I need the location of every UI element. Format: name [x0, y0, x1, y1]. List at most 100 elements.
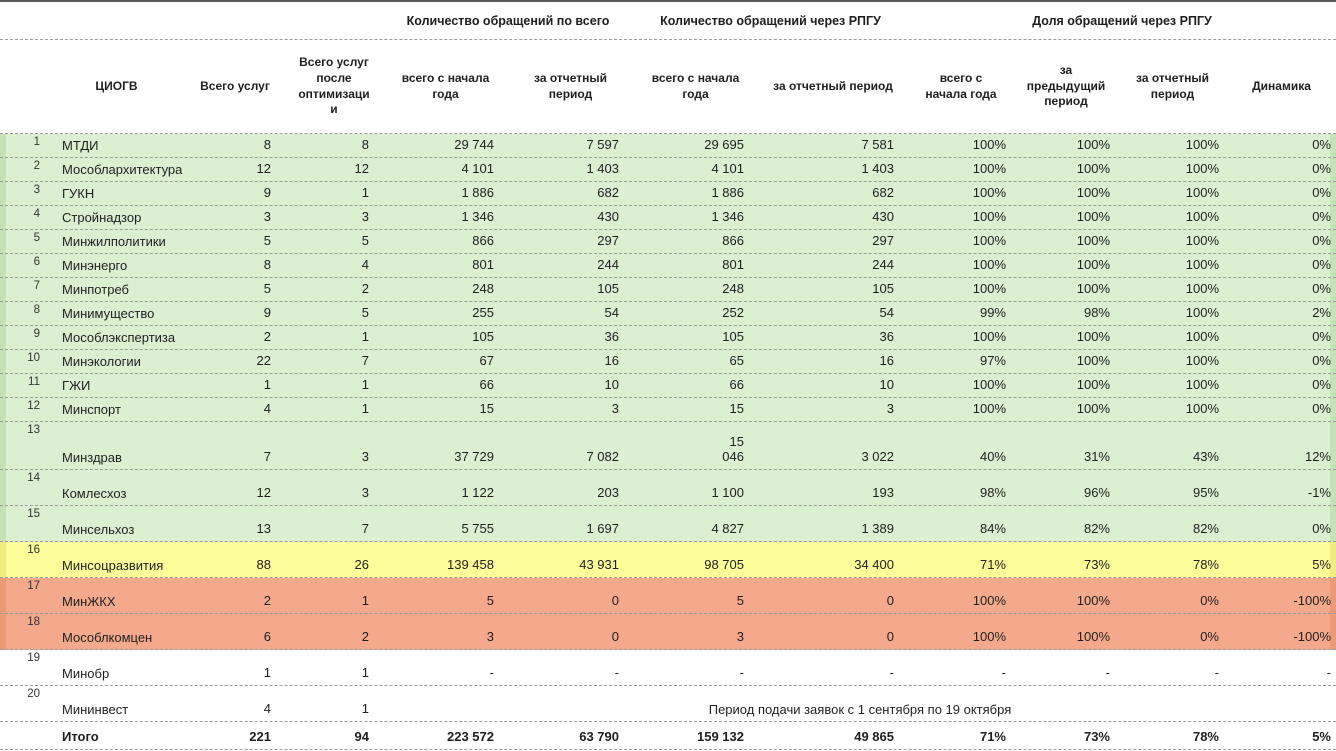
value-cell[interactable]: 105 [472, 329, 494, 345]
value-cell[interactable]: 0 [611, 629, 619, 645]
value-cell[interactable]: 13 [256, 521, 271, 537]
value-cell[interactable]: 1 [361, 401, 369, 417]
value-cell[interactable]: 430 [597, 209, 619, 225]
value-cell[interactable]: 5 [361, 233, 369, 249]
value-cell[interactable]: 3 [736, 629, 744, 645]
value-cell[interactable]: 1 403 [861, 161, 894, 177]
agency-name-cell[interactable]: Минэкологии [62, 354, 141, 369]
value-cell[interactable]: 252 [722, 305, 744, 321]
column-header-ciogv[interactable]: ЦИОГВ [95, 78, 138, 93]
row-number-cell[interactable] [0, 722, 48, 749]
value-cell[interactable]: 34 400 [854, 557, 894, 573]
value-cell[interactable]: 37 729 [454, 449, 494, 465]
value-cell[interactable]: 100% [972, 629, 1006, 645]
agency-name-cell[interactable]: МинЖКХ [62, 594, 116, 609]
value-cell[interactable]: 1 [361, 593, 369, 609]
row-number-cell[interactable]: 3 [33, 184, 40, 196]
value-cell[interactable]: 100% [1185, 137, 1219, 153]
value-cell[interactable]: - [1214, 665, 1219, 681]
value-cell[interactable]: 88 [256, 557, 271, 573]
value-cell[interactable]: 2 [361, 281, 369, 297]
value-cell[interactable]: - [1105, 665, 1110, 681]
value-cell[interactable]: 2% [1312, 305, 1331, 321]
value-cell[interactable]: 0 [886, 593, 894, 609]
value-cell[interactable]: 22 [256, 353, 271, 369]
value-cell[interactable]: 682 [597, 185, 619, 201]
value-cell[interactable] [1227, 686, 1336, 721]
value-cell[interactable]: 100% [972, 401, 1006, 417]
value-cell[interactable]: 105 [722, 329, 744, 345]
value-cell[interactable]: 6 [263, 629, 271, 645]
row-number-cell[interactable]: 1 [33, 136, 40, 148]
value-cell[interactable]: 100% [972, 257, 1006, 273]
value-cell[interactable]: 1 [263, 665, 271, 681]
value-cell[interactable]: 100% [1076, 209, 1110, 225]
value-cell[interactable]: 66 [729, 377, 744, 393]
agency-name-cell[interactable]: МТДИ [62, 138, 99, 153]
value-cell[interactable]: 31% [1083, 449, 1110, 465]
value-cell[interactable]: 1 389 [861, 521, 894, 537]
value-cell[interactable]: 29 695 [704, 137, 744, 153]
group-header-total[interactable]: Количество обращений по всего [406, 13, 610, 28]
agency-name-cell[interactable]: Минимущество [62, 306, 155, 321]
value-cell[interactable]: 7 082 [586, 449, 619, 465]
value-cell[interactable]: 1 [263, 377, 271, 393]
value-cell[interactable]: 49 865 [854, 729, 894, 745]
value-cell[interactable]: 78% [1192, 557, 1219, 573]
value-cell[interactable]: 100% [972, 233, 1006, 249]
row-number-cell[interactable]: 18 [27, 616, 40, 628]
value-cell[interactable]: 100% [1076, 281, 1110, 297]
value-cell[interactable]: 36 [879, 329, 894, 345]
value-cell[interactable]: 3 [886, 401, 894, 417]
value-cell[interactable]: -1% [1307, 485, 1331, 501]
value-cell[interactable]: 100% [1076, 377, 1110, 393]
value-cell[interactable]: 0 [886, 629, 894, 645]
value-cell[interactable]: 12 [354, 161, 369, 177]
value-cell[interactable]: 29 744 [454, 137, 494, 153]
value-cell[interactable]: 100% [1076, 329, 1110, 345]
value-cell[interactable]: 100% [1185, 257, 1219, 273]
value-cell[interactable]: 7 581 [861, 137, 894, 153]
value-cell[interactable]: 8 [263, 257, 271, 273]
value-cell[interactable]: 73% [1083, 729, 1110, 745]
value-cell[interactable]: 100% [972, 161, 1006, 177]
value-cell[interactable]: 100% [1076, 401, 1110, 417]
value-cell[interactable]: 0% [1312, 233, 1331, 249]
column-header-rpgu-period[interactable]: за отчетный период [773, 78, 893, 93]
value-cell[interactable]: 100% [1076, 257, 1110, 273]
value-cell[interactable]: 98% [1083, 305, 1110, 321]
agency-name-cell[interactable]: Минздрав [62, 450, 122, 465]
value-cell[interactable]: -100% [1293, 629, 1331, 645]
value-cell[interactable]: 100% [1076, 233, 1110, 249]
value-cell[interactable]: 100% [972, 329, 1006, 345]
value-cell[interactable]: 15 [479, 401, 494, 417]
value-cell[interactable]: 3 [611, 401, 619, 417]
value-cell[interactable]: 1 [361, 185, 369, 201]
value-cell[interactable]: 4 [263, 701, 271, 717]
agency-name-cell[interactable]: Мининвест [62, 702, 129, 717]
value-cell[interactable]: 2 [361, 629, 369, 645]
value-cell[interactable]: 0% [1312, 137, 1331, 153]
value-cell[interactable]: 0% [1312, 521, 1331, 537]
value-cell[interactable]: 193 [872, 485, 894, 501]
value-cell[interactable]: 244 [597, 257, 619, 273]
group-header-rpgu[interactable]: Количество обращений через РПГУ [660, 13, 881, 28]
row-number-cell[interactable]: 15 [27, 508, 40, 520]
value-cell[interactable]: - [739, 665, 744, 681]
value-cell[interactable]: 43% [1192, 449, 1219, 465]
row-number-cell[interactable]: 17 [27, 580, 40, 592]
value-cell[interactable]: 78% [1192, 729, 1219, 745]
value-cell[interactable]: 221 [249, 729, 271, 745]
row-number-cell[interactable]: 14 [27, 472, 40, 484]
value-cell[interactable]: 12 [256, 485, 271, 501]
value-cell[interactable]: 1 346 [711, 209, 744, 225]
value-cell[interactable]: 0% [1312, 377, 1331, 393]
value-cell[interactable]: 801 [472, 257, 494, 273]
value-cell[interactable]: 105 [872, 281, 894, 297]
value-cell[interactable]: 1 886 [461, 185, 494, 201]
column-header-dynamics[interactable]: Динамика [1252, 78, 1311, 93]
value-cell[interactable]: 3 [361, 209, 369, 225]
value-cell[interactable]: 100% [972, 593, 1006, 609]
row-number-cell[interactable]: 4 [33, 208, 40, 220]
value-cell[interactable]: 100% [972, 209, 1006, 225]
